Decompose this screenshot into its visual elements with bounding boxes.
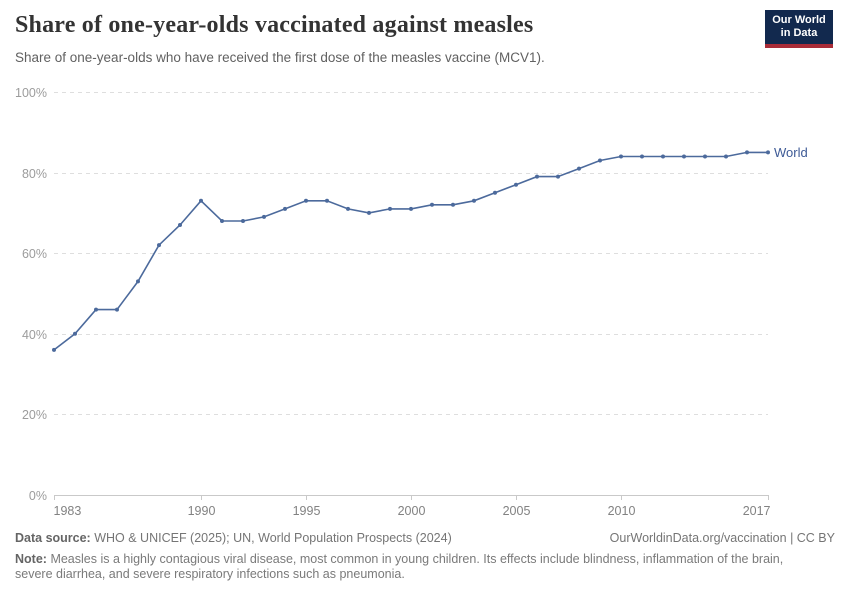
citation-link[interactable]: OurWorldinData.org/vaccination | CC BY: [609, 531, 835, 545]
y-axis-label: 100%: [15, 86, 47, 100]
data-point[interactable]: [493, 190, 497, 195]
x-axis-label: 2005: [503, 504, 531, 518]
data-point[interactable]: [598, 158, 602, 163]
y-axis-label: 20%: [22, 408, 47, 422]
y-axis-label: 0%: [29, 489, 47, 503]
data-source-text: WHO & UNICEF (2025); UN, World Populatio…: [94, 531, 452, 545]
data-point[interactable]: [430, 202, 434, 207]
note: Note: Measles is a highly contagious vir…: [15, 552, 835, 582]
data-point[interactable]: [157, 243, 161, 248]
data-point[interactable]: [619, 154, 623, 159]
data-point[interactable]: [241, 219, 245, 223]
owid-logo-line2: in Data: [780, 27, 818, 39]
data-point[interactable]: [262, 214, 266, 219]
y-axis-label: 40%: [22, 328, 47, 342]
x-axis-label: 2010: [608, 504, 636, 518]
world-line[interactable]: [53, 151, 768, 351]
note-label: Note:: [15, 552, 47, 566]
page-title: Share of one-year-olds vaccinated agains…: [15, 12, 534, 38]
data-point[interactable]: [556, 174, 560, 179]
y-axis-label: 60%: [22, 247, 47, 261]
chart-subtitle: Share of one-year-olds who have received…: [15, 50, 545, 65]
series-end-label: World: [774, 145, 808, 160]
data-point[interactable]: [661, 154, 665, 159]
data-point[interactable]: [94, 307, 98, 312]
data-point[interactable]: [199, 198, 203, 203]
x-axis-label: 1983: [54, 504, 82, 518]
data-point[interactable]: [451, 202, 455, 207]
data-point[interactable]: [514, 182, 518, 187]
data-point[interactable]: [73, 331, 77, 336]
data-point[interactable]: [220, 219, 224, 223]
data-point[interactable]: [178, 223, 182, 227]
note-text-1: Measles is a highly contagious viral dis…: [50, 552, 784, 566]
chart-footer: Data source: WHO & UNICEF (2025); UN, Wo…: [15, 531, 835, 582]
owid-logo-line1: Our World: [772, 14, 826, 26]
y-axis-label: 80%: [22, 167, 47, 181]
data-point[interactable]: [304, 198, 308, 203]
data-point[interactable]: [52, 347, 56, 352]
note-line-1: Note: Measles is a highly contagious vir…: [15, 552, 835, 567]
data-point[interactable]: [409, 206, 413, 211]
x-axis-label: 2017: [743, 504, 771, 518]
note-text-2: severe diarrhea, and severe respiratory …: [15, 567, 405, 581]
data-point[interactable]: [283, 206, 287, 211]
data-point[interactable]: [136, 279, 140, 284]
data-point[interactable]: [682, 154, 686, 159]
x-axis-label: 1990: [188, 504, 216, 518]
data-point[interactable]: [535, 174, 539, 179]
data-point[interactable]: [745, 150, 749, 155]
data-point[interactable]: [346, 206, 350, 211]
data-point[interactable]: [640, 154, 644, 159]
data-point[interactable]: [367, 210, 371, 215]
data-point[interactable]: [472, 198, 476, 203]
data-point[interactable]: [388, 206, 392, 211]
data-point[interactable]: [724, 154, 728, 159]
data-point[interactable]: [325, 198, 329, 203]
x-axis-label: 1995: [293, 504, 321, 518]
data-point[interactable]: [766, 150, 770, 155]
owid-logo[interactable]: Our World in Data: [765, 10, 833, 48]
data-source-label: Data source:: [15, 531, 91, 545]
data-point[interactable]: [115, 307, 119, 312]
data-source: Data source: WHO & UNICEF (2025); UN, Wo…: [15, 531, 452, 545]
x-axis-label: 2000: [398, 504, 426, 518]
data-point[interactable]: [577, 166, 581, 171]
data-point[interactable]: [703, 154, 707, 159]
